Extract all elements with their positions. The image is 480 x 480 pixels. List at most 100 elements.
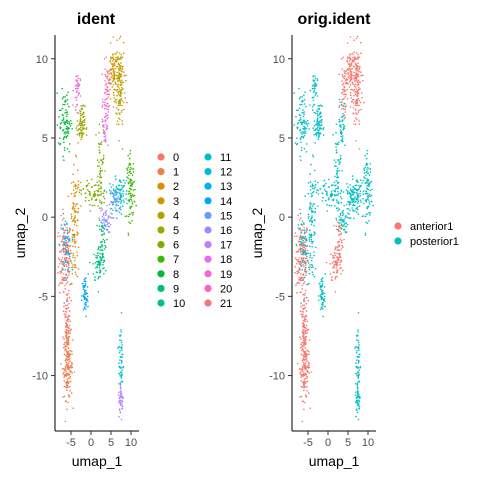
data-point <box>62 310 65 313</box>
data-point <box>345 73 347 75</box>
data-point <box>355 58 358 60</box>
data-point <box>110 190 112 193</box>
data-point <box>319 116 322 118</box>
data-point <box>356 383 359 386</box>
data-point <box>73 195 76 198</box>
data-point <box>354 100 357 102</box>
data-point <box>317 105 320 107</box>
data-point <box>95 134 97 136</box>
data-point <box>338 222 341 224</box>
data-point <box>115 83 117 85</box>
data-point <box>306 371 309 373</box>
data-point <box>118 415 120 418</box>
data-point <box>346 61 349 63</box>
data-point <box>85 308 87 310</box>
data-point <box>345 79 347 81</box>
data-point <box>68 267 70 269</box>
data-point <box>297 281 299 284</box>
data-point <box>319 188 322 190</box>
data-point <box>338 169 340 172</box>
data-point <box>314 85 316 88</box>
data-point <box>313 82 316 84</box>
data-point <box>365 174 367 177</box>
legend-key <box>204 284 212 292</box>
data-point <box>69 227 71 230</box>
data-point <box>69 245 72 247</box>
data-point <box>118 72 120 74</box>
data-point <box>103 259 105 262</box>
data-point <box>354 204 356 207</box>
data-point <box>102 212 105 215</box>
data-point <box>129 198 132 200</box>
data-point <box>129 222 132 225</box>
data-point <box>335 194 337 196</box>
data-point <box>63 253 66 256</box>
data-point <box>116 123 118 125</box>
data-point <box>357 92 359 95</box>
data-point <box>305 380 307 383</box>
data-point <box>97 254 99 257</box>
data-point <box>71 238 74 241</box>
data-point <box>68 230 71 232</box>
data-point <box>357 312 360 314</box>
data-point <box>101 208 104 211</box>
data-point <box>106 88 108 91</box>
data-point <box>362 198 364 200</box>
data-point <box>306 227 308 230</box>
data-point <box>310 240 313 243</box>
data-point <box>334 276 337 278</box>
data-point <box>354 394 357 396</box>
data-point <box>97 165 99 167</box>
data-point <box>120 392 122 394</box>
data-point <box>113 72 115 74</box>
data-point <box>339 230 341 232</box>
data-point <box>65 239 67 242</box>
data-point <box>102 230 104 232</box>
data-point <box>56 235 59 238</box>
data-point <box>116 71 118 74</box>
data-point <box>351 67 354 70</box>
data-point <box>115 194 117 196</box>
data-point <box>98 263 100 266</box>
data-point <box>62 96 65 98</box>
data-point <box>105 56 107 59</box>
data-point <box>69 330 71 332</box>
data-point <box>302 273 305 276</box>
data-point <box>355 397 358 399</box>
data-point <box>337 228 339 231</box>
data-point <box>356 75 359 78</box>
data-point <box>79 128 82 131</box>
data-point <box>120 312 123 314</box>
data-point <box>109 42 112 44</box>
data-point <box>120 65 122 67</box>
data-point <box>369 168 372 170</box>
data-point <box>117 56 119 58</box>
data-point <box>105 210 108 212</box>
data-point <box>335 219 338 221</box>
data-point <box>116 113 118 115</box>
data-point <box>347 212 349 215</box>
data-point <box>119 35 122 38</box>
data-point <box>123 74 126 77</box>
data-point <box>302 251 305 253</box>
data-point <box>346 231 348 233</box>
data-point <box>307 262 310 264</box>
x-tick-label: 5 <box>108 437 114 449</box>
data-point <box>82 308 85 311</box>
data-point <box>357 65 359 67</box>
legend-label: 10 <box>173 298 185 310</box>
data-point <box>119 75 122 78</box>
data-point <box>119 411 122 414</box>
data-point <box>353 197 356 200</box>
data-point <box>303 353 306 356</box>
data-point <box>343 204 345 207</box>
data-point <box>321 283 324 285</box>
data-point <box>131 193 134 196</box>
data-point <box>120 58 122 60</box>
data-point <box>59 262 61 265</box>
data-point <box>71 282 73 285</box>
data-point <box>309 208 311 210</box>
data-point <box>65 111 68 114</box>
data-point <box>334 278 337 280</box>
data-point <box>67 316 69 319</box>
